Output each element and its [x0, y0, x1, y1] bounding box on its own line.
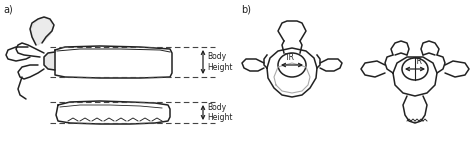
- Text: a): a): [3, 5, 13, 15]
- Polygon shape: [31, 17, 53, 45]
- Text: TR: TR: [285, 53, 295, 62]
- Text: Body
Height: Body Height: [207, 103, 233, 122]
- Text: b): b): [241, 5, 251, 15]
- Text: Body
Height: Body Height: [207, 52, 233, 72]
- Text: TR: TR: [413, 57, 423, 66]
- Polygon shape: [44, 52, 55, 70]
